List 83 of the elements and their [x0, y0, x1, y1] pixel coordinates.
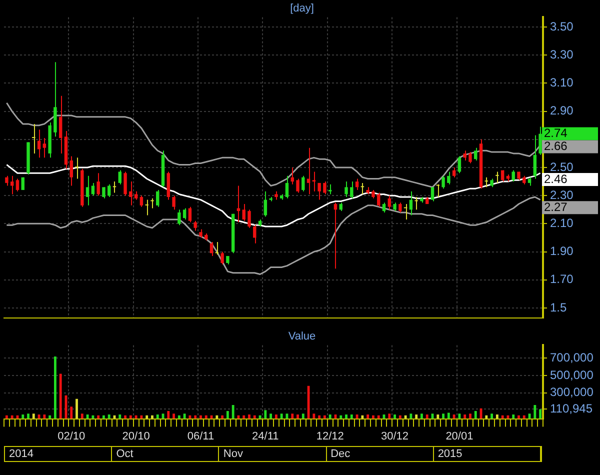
- bar: [490, 414, 494, 419]
- bar: [415, 414, 418, 419]
- bar: [512, 414, 515, 419]
- bar: [312, 414, 316, 419]
- bar: [86, 414, 89, 419]
- y-tick-label: 2.10: [550, 216, 574, 230]
- text: 2.74: [544, 126, 568, 140]
- bar: [118, 414, 122, 419]
- x-tick-label: 20/01: [446, 430, 474, 442]
- bar: [496, 414, 498, 419]
- data-label: 2.27: [544, 200, 568, 214]
- text: Nov: [219, 447, 327, 461]
- bar: [442, 414, 444, 419]
- y-tick-label: 3.10: [550, 76, 574, 90]
- bar: [291, 414, 294, 419]
- bar: [436, 414, 440, 419]
- bar: [534, 404, 536, 419]
- y-tick-label: 2.90: [550, 104, 574, 118]
- y-tick-label: 1.70: [550, 272, 574, 286]
- y-tick-label: 3.30: [550, 47, 574, 62]
- y-tick-label: 2.50: [550, 160, 574, 174]
- y-tick-label: 1.90: [550, 244, 574, 258]
- bar: [469, 414, 472, 419]
- bar: [539, 409, 542, 419]
- chart-title: Value: [288, 330, 316, 343]
- bar: [27, 414, 30, 419]
- y-tick-label: 2.30: [550, 188, 574, 202]
- bar: [54, 356, 56, 419]
- bar: [70, 406, 73, 419]
- bar: [420, 414, 423, 419]
- y-tick-label: 1.5: [550, 300, 568, 314]
- bar: [270, 414, 272, 419]
- bar: [22, 414, 24, 419]
- bar: [232, 404, 234, 419]
- bar: [366, 414, 370, 419]
- bar: [274, 414, 278, 419]
- bar: [167, 411, 170, 419]
- bar: [156, 414, 159, 419]
- bar: [474, 411, 477, 419]
- bar: [426, 414, 428, 419]
- y-tick-label: 700,000: [550, 350, 594, 364]
- bar: [172, 414, 175, 419]
- bar: [394, 414, 396, 419]
- y-tick-label: 3.50: [550, 19, 574, 34]
- bar: [80, 414, 84, 419]
- data-label: 2.66: [544, 139, 568, 154]
- bar: [328, 414, 332, 419]
- bar: [388, 414, 391, 419]
- bar: [280, 414, 283, 419]
- chart-title: [day]: [290, 2, 314, 15]
- bar: [464, 414, 466, 419]
- bar: [226, 411, 229, 419]
- x-tick-label: 24/11: [252, 430, 279, 442]
- bar: [410, 414, 412, 419]
- bar: [32, 414, 35, 419]
- bar: [108, 414, 110, 419]
- y-tick-label: 500,000: [550, 368, 594, 382]
- x-tick-label: 02/10: [58, 430, 86, 442]
- text: 2014: [5, 447, 112, 461]
- y-tick-label: 300,000: [550, 385, 594, 400]
- x-tick-label: 30/12: [381, 430, 409, 442]
- text: 2015: [434, 447, 542, 461]
- text: Dec: [326, 447, 434, 461]
- text: Oct: [112, 447, 220, 461]
- bar: [302, 414, 304, 419]
- bar: [356, 414, 358, 419]
- data-label: 2.46: [544, 172, 568, 186]
- bar: [248, 414, 250, 419]
- x-tick-label: 06/11: [187, 430, 214, 442]
- y-tick-label: 110,945: [550, 402, 593, 416]
- bar: [264, 410, 267, 419]
- bar: [76, 398, 78, 419]
- bar: [183, 414, 186, 419]
- bar: [43, 414, 46, 419]
- bar: [447, 412, 450, 419]
- x-tick-label: 20/10: [122, 430, 150, 442]
- x-tick-label: 12/12: [316, 430, 344, 442]
- bar: [59, 374, 62, 419]
- bar: [350, 414, 353, 419]
- bar: [296, 414, 299, 419]
- bar: [345, 414, 348, 419]
- bar: [458, 414, 461, 419]
- bar: [452, 414, 456, 419]
